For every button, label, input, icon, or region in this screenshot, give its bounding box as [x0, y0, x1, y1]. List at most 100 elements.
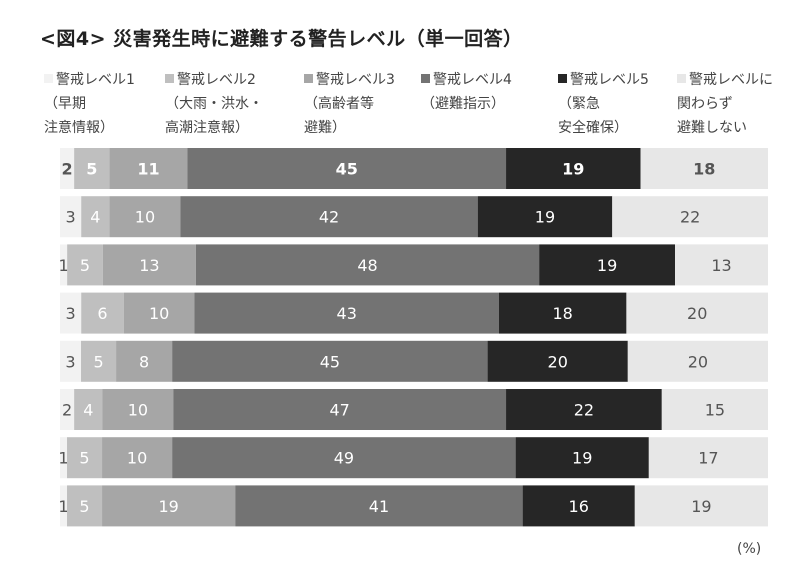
- bar-segment: [172, 437, 516, 479]
- bar-segment: [634, 485, 768, 527]
- data-label: 18: [693, 160, 715, 179]
- data-label: 5: [80, 256, 90, 275]
- data-label: 2: [62, 160, 73, 179]
- bar-segment: [648, 437, 768, 479]
- bar-segment: [123, 292, 195, 334]
- data-label: 13: [711, 256, 731, 275]
- data-label: 15: [705, 401, 725, 420]
- bar-segment: [116, 340, 173, 382]
- legend-label: 警戒レベル3 （高齢者等 避難）: [304, 72, 395, 136]
- data-label: 42: [319, 208, 339, 227]
- data-label: 47: [329, 401, 349, 420]
- bar-segment: [102, 485, 236, 527]
- bar-segment: [539, 244, 676, 286]
- bar-segment: [60, 340, 82, 382]
- bar-segment: [60, 389, 75, 430]
- bar-segment: [102, 244, 196, 286]
- data-label: 8: [139, 352, 149, 371]
- chart-title: <図4> 災害発生時に避難する警告レベル（単一回答）: [40, 28, 523, 50]
- bar-segment: [675, 244, 768, 286]
- data-label: 43: [337, 304, 357, 323]
- bar-segment: [172, 340, 488, 382]
- data-label: 20: [688, 352, 708, 371]
- data-label: 5: [93, 352, 103, 371]
- bar-segment: [67, 437, 103, 479]
- bar-segment: [506, 148, 641, 189]
- legend-item-no-evac: 警戒レベルに 関わらず 避難しない: [677, 68, 773, 140]
- bar-segment: [102, 389, 174, 430]
- bar-segment: [627, 340, 768, 382]
- legend-swatch: [165, 74, 174, 83]
- bar-segment: [506, 389, 662, 430]
- data-label: 20: [687, 304, 707, 323]
- data-label: 10: [127, 449, 147, 468]
- bar-segment: [661, 389, 768, 430]
- bar-segment: [74, 148, 110, 189]
- legend-item-level4: 警戒レベル4 （避難指示）: [421, 68, 512, 116]
- data-label: 49: [334, 449, 354, 468]
- bar-segment: [60, 485, 68, 527]
- data-label: 45: [336, 160, 358, 179]
- data-label: 1: [58, 449, 68, 468]
- data-label: 48: [357, 256, 377, 275]
- bar-segment: [194, 292, 499, 334]
- bar-segment: [195, 244, 540, 286]
- bar-segment: [235, 485, 523, 527]
- bar-segment: [522, 485, 635, 527]
- data-label: 10: [149, 304, 169, 323]
- bar-segment: [180, 196, 478, 238]
- data-label: 19: [158, 497, 178, 516]
- bar-segment: [515, 437, 649, 479]
- bar-segment: [60, 196, 82, 238]
- bar-segment: [60, 148, 75, 189]
- legend-swatch: [677, 74, 686, 83]
- data-label: 22: [680, 208, 700, 227]
- legend-label: 警戒レベル2 （大雨・洪水・ 高潮注意報）: [165, 72, 263, 136]
- data-label: 3: [66, 304, 76, 323]
- bar-segment: [67, 485, 103, 527]
- data-label: 17: [698, 449, 718, 468]
- legend-label: 警戒レベル4 （避難指示）: [421, 72, 512, 112]
- data-label: 41: [369, 497, 389, 516]
- data-label: 19: [535, 208, 555, 227]
- bar-segment: [74, 389, 103, 430]
- bar-segment: [81, 340, 117, 382]
- bar-segment: [60, 437, 68, 479]
- data-label: 4: [83, 401, 93, 420]
- legend-item-level1: 警戒レベル1 （早期 注意情報）: [44, 68, 135, 140]
- data-label: 1: [58, 497, 68, 516]
- bar-segment: [60, 292, 82, 334]
- legend-label: 警戒レベル5 （緊急 安全確保）: [558, 72, 649, 136]
- data-label: 22: [574, 401, 594, 420]
- bar-segment: [60, 244, 68, 286]
- bar-segment: [81, 292, 124, 334]
- legend-swatch: [304, 74, 313, 83]
- data-label: 6: [97, 304, 107, 323]
- bar-segment: [640, 148, 768, 189]
- legend-item-level5: 警戒レベル5 （緊急 安全確保）: [558, 68, 649, 140]
- unit-label: (%): [737, 541, 762, 557]
- data-label: 10: [135, 208, 155, 227]
- bar-segment: [477, 196, 613, 238]
- data-label: 19: [562, 160, 584, 179]
- data-label: 19: [691, 497, 711, 516]
- legend-item-level2: 警戒レベル2 （大雨・洪水・ 高潮注意報）: [165, 68, 263, 140]
- bar-segment: [173, 389, 507, 430]
- data-label: 2: [62, 401, 72, 420]
- data-label: 45: [320, 352, 340, 371]
- bar-segment: [67, 244, 103, 286]
- bar-segment: [109, 148, 188, 189]
- legend-swatch: [421, 74, 430, 83]
- data-label: 18: [553, 304, 573, 323]
- bar-segment: [626, 292, 768, 334]
- bar-segment: [498, 292, 627, 334]
- data-label: 19: [597, 256, 617, 275]
- data-label: 1: [58, 256, 68, 275]
- bar-segment: [487, 340, 628, 382]
- legend-label: 警戒レベル1 （早期 注意情報）: [44, 72, 135, 136]
- bar-segment: [612, 196, 768, 238]
- bar-segment: [109, 196, 181, 238]
- data-label: 3: [65, 352, 75, 371]
- legend-swatch: [44, 74, 53, 83]
